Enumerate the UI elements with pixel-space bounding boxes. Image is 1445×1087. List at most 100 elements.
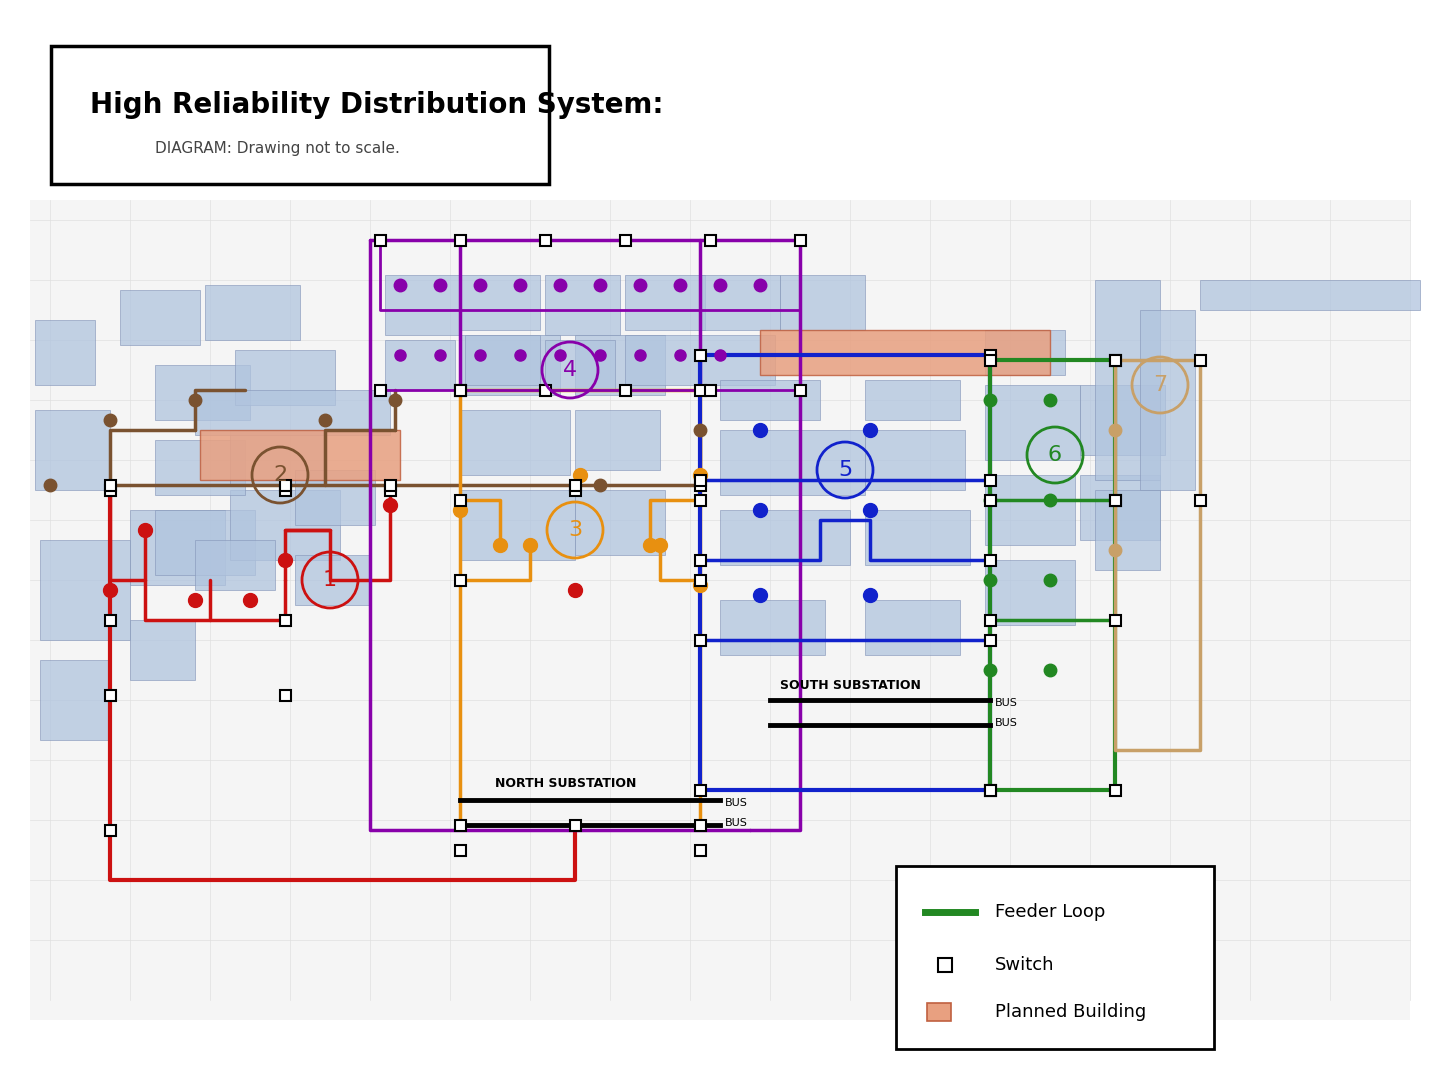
Text: 2: 2 (273, 465, 288, 485)
FancyBboxPatch shape (51, 46, 549, 184)
Bar (695, 475, 705, 486)
FancyBboxPatch shape (1079, 475, 1160, 540)
FancyBboxPatch shape (575, 410, 660, 470)
Text: BUS: BUS (725, 798, 749, 808)
Bar (455, 385, 465, 396)
FancyBboxPatch shape (130, 620, 195, 680)
FancyBboxPatch shape (1095, 490, 1160, 570)
Text: 7: 7 (1153, 375, 1168, 395)
FancyBboxPatch shape (130, 510, 225, 585)
Bar (695, 575, 705, 586)
Bar (984, 495, 996, 505)
Bar (104, 825, 116, 836)
Bar (1110, 614, 1120, 625)
FancyBboxPatch shape (195, 390, 390, 435)
Bar (620, 385, 630, 396)
FancyBboxPatch shape (460, 275, 540, 330)
FancyBboxPatch shape (384, 275, 460, 335)
Bar (569, 479, 581, 490)
Bar (695, 845, 705, 855)
Bar (984, 554, 996, 565)
Bar (795, 235, 805, 246)
Text: Planned Building: Planned Building (996, 1003, 1146, 1021)
Bar (455, 845, 465, 855)
Bar (384, 485, 396, 496)
Text: 3: 3 (568, 520, 582, 540)
Bar (539, 235, 551, 246)
FancyBboxPatch shape (460, 410, 569, 475)
Bar (279, 689, 290, 700)
Bar (695, 635, 705, 646)
FancyBboxPatch shape (295, 555, 370, 605)
FancyBboxPatch shape (866, 430, 965, 490)
FancyBboxPatch shape (928, 1003, 951, 1021)
FancyBboxPatch shape (575, 335, 665, 395)
FancyBboxPatch shape (460, 490, 575, 560)
Text: BUS: BUS (996, 719, 1017, 728)
FancyBboxPatch shape (1140, 310, 1195, 490)
FancyBboxPatch shape (720, 510, 850, 565)
FancyBboxPatch shape (230, 430, 325, 485)
Bar (938, 958, 952, 972)
Bar (455, 575, 465, 586)
FancyBboxPatch shape (985, 385, 1079, 460)
Text: DIAGRAM: Drawing not to scale.: DIAGRAM: Drawing not to scale. (155, 140, 400, 155)
Text: 6: 6 (1048, 445, 1062, 465)
Bar (1110, 354, 1120, 365)
FancyBboxPatch shape (40, 660, 110, 740)
Bar (104, 479, 116, 490)
FancyBboxPatch shape (780, 275, 866, 330)
Bar (695, 385, 705, 396)
Bar (104, 614, 116, 625)
Bar (695, 350, 705, 361)
Text: 1: 1 (322, 570, 337, 590)
FancyBboxPatch shape (575, 490, 665, 555)
FancyBboxPatch shape (120, 290, 199, 345)
FancyBboxPatch shape (295, 470, 376, 525)
Bar (455, 495, 465, 505)
Bar (374, 235, 386, 246)
Bar (984, 785, 996, 796)
Bar (279, 479, 290, 490)
Text: High Reliability Distribution System:: High Reliability Distribution System: (90, 91, 663, 118)
FancyBboxPatch shape (760, 330, 1051, 375)
Bar (695, 785, 705, 796)
FancyBboxPatch shape (896, 866, 1214, 1049)
Bar (455, 820, 465, 830)
Text: BUS: BUS (725, 819, 749, 828)
FancyBboxPatch shape (866, 600, 959, 655)
FancyBboxPatch shape (1079, 385, 1165, 455)
Bar (705, 385, 715, 396)
Bar (984, 350, 996, 361)
Text: 5: 5 (838, 460, 853, 480)
FancyBboxPatch shape (626, 335, 699, 385)
FancyBboxPatch shape (985, 330, 1065, 375)
Bar (1195, 495, 1205, 505)
FancyBboxPatch shape (720, 600, 825, 655)
Bar (104, 485, 116, 496)
Bar (695, 495, 705, 505)
FancyBboxPatch shape (230, 490, 340, 560)
Bar (620, 235, 630, 246)
Bar (1195, 354, 1205, 365)
Bar (569, 485, 581, 496)
FancyBboxPatch shape (866, 380, 959, 420)
FancyBboxPatch shape (985, 560, 1075, 625)
FancyBboxPatch shape (460, 335, 561, 395)
Bar (984, 635, 996, 646)
FancyBboxPatch shape (985, 475, 1075, 545)
Text: NORTH SUBSTATION: NORTH SUBSTATION (496, 777, 636, 790)
FancyBboxPatch shape (30, 200, 1410, 1020)
FancyBboxPatch shape (205, 285, 301, 340)
Bar (384, 479, 396, 490)
FancyBboxPatch shape (155, 365, 250, 420)
Bar (374, 385, 386, 396)
Bar (455, 385, 465, 396)
Bar (695, 479, 705, 490)
FancyBboxPatch shape (236, 350, 335, 405)
Text: BUS: BUS (996, 698, 1017, 708)
FancyBboxPatch shape (720, 430, 866, 495)
Bar (1110, 354, 1120, 365)
FancyBboxPatch shape (40, 540, 130, 640)
Bar (1110, 785, 1120, 796)
